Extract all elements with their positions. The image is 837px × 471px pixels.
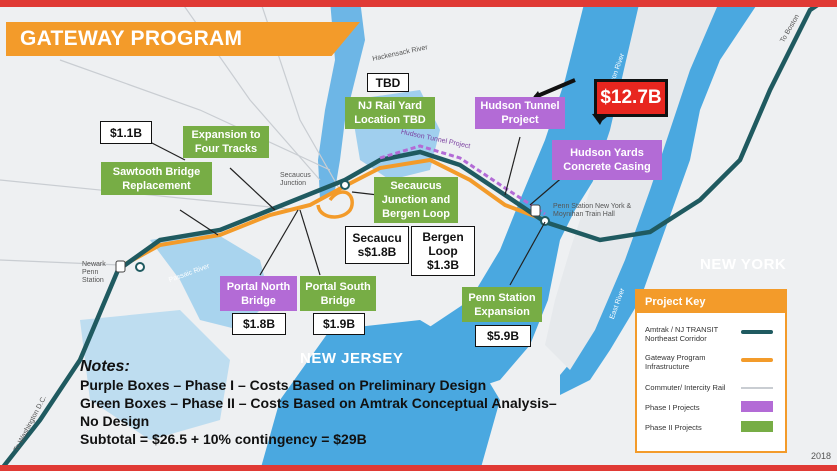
sawtooth-box: Sawtooth Bridge Replacement xyxy=(101,162,212,195)
key-label-phase2: Phase II Projects xyxy=(645,423,702,432)
key-label-commuter: Commuter/ Intercity Rail xyxy=(645,383,726,392)
hackensack-river xyxy=(318,0,365,200)
secaucus-cost-box: Secaucu s$1.8B xyxy=(345,226,409,264)
portal-south-box: Portal South Bridge xyxy=(300,276,376,311)
notes-block: Notes: Purple Boxes – Phase I – Costs Ba… xyxy=(80,358,557,448)
expansion-box: Expansion to Four Tracks xyxy=(183,126,269,158)
portal-north-cost-box: $1.8B xyxy=(232,313,286,335)
secaucus-junction-label: Secaucus Junction xyxy=(280,172,311,187)
page-title: GATEWAY PROGRAM OVERVIEW xyxy=(6,22,360,56)
hudson-tunnel-project-box: Hudson Tunnel Project xyxy=(475,97,565,129)
bergen-cost-box: Bergen Loop $1.3B xyxy=(411,226,475,276)
project-key-title: Project Key xyxy=(637,291,785,313)
east-river xyxy=(560,0,760,395)
key-label-phase1: Phase I Projects xyxy=(645,403,700,412)
top-red-bar xyxy=(0,0,837,7)
key-swatch-corridor xyxy=(741,330,773,334)
hudson-tunnel-line xyxy=(379,144,546,216)
tbd-box: TBD xyxy=(367,73,409,92)
key-label-gateway: Gateway Program Infrastructure xyxy=(645,353,706,371)
hudson-yards-box: Hudson Yards Concrete Casing xyxy=(552,140,662,180)
notes-line-4: Subtotal = $26.5 + 10% contingency = $29… xyxy=(80,431,367,447)
secaucus-loop-box: Secaucus Junction and Bergen Loop xyxy=(374,177,458,223)
bergen-loop xyxy=(316,190,354,219)
portal-north-box: Portal North Bridge xyxy=(220,276,297,311)
notes-line-3: No Design xyxy=(80,413,150,429)
penn-expansion-box: Penn Station Expansion xyxy=(462,287,542,322)
cost-1-1-box: $1.1B xyxy=(100,121,152,144)
key-swatch-phase2 xyxy=(741,421,773,432)
notes-heading: Notes: xyxy=(80,358,130,375)
harbor xyxy=(260,320,500,471)
notes-line-2: Green Boxes – Phase II – Costs Based on … xyxy=(80,395,557,411)
bottom-red-bar xyxy=(0,465,837,471)
year-label: 2018 xyxy=(810,451,831,461)
portal-south-cost-box: $1.9B xyxy=(313,313,365,335)
nj-rail-yard-box: NJ Rail Yard Location TBD xyxy=(345,97,435,129)
project-key: Project Key Amtrak / NJ TRANSIT Northeas… xyxy=(635,289,787,453)
key-label-corridor: Amtrak / NJ TRANSIT Northeast Corridor xyxy=(645,325,719,343)
key-swatch-gateway xyxy=(741,358,773,362)
newark-penn-label: Newark Penn Station xyxy=(82,261,106,284)
penn-station-ny-label: Penn Station New York & Moynihan Train H… xyxy=(553,203,632,218)
key-swatch-phase1 xyxy=(741,401,773,412)
newark-bay xyxy=(80,310,230,440)
penn-cost-box: $5.9B xyxy=(475,325,531,347)
new-york-label: NEW YORK xyxy=(700,256,787,273)
total-cost-box: $12.7B xyxy=(594,79,668,117)
key-swatch-commuter xyxy=(741,387,773,389)
new-jersey-label: NEW JERSEY xyxy=(300,350,404,367)
manhattan xyxy=(545,0,720,370)
notes-line-1: Purple Boxes – Phase I – Costs Based on … xyxy=(80,377,487,393)
